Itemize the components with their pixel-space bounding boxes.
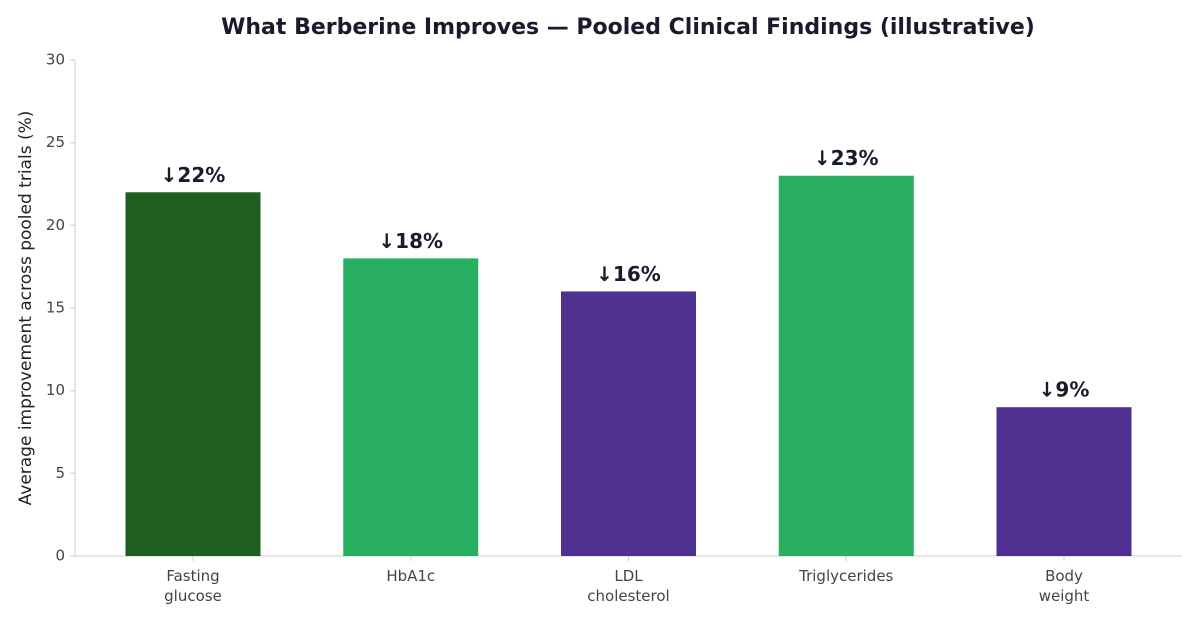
- bar: [343, 258, 479, 556]
- bar: [778, 175, 914, 556]
- bar: [561, 291, 696, 556]
- value-label: ↓22%: [161, 163, 226, 187]
- x-tick-label: Body weight: [1039, 567, 1090, 605]
- y-tick-label: 30: [46, 51, 65, 69]
- x-tick-label: HbA1c: [386, 567, 435, 585]
- y-tick-label: 20: [46, 216, 65, 234]
- x-tick-label: LDL cholesterol: [587, 567, 669, 605]
- bar: [125, 192, 261, 556]
- chart-title: What Berberine Improves — Pooled Clinica…: [221, 15, 1035, 40]
- y-axis-label: Average improvement across pooled trials…: [16, 111, 36, 506]
- x-tick-label: Triglycerides: [798, 567, 893, 585]
- y-tick-label: 15: [46, 299, 65, 317]
- value-label: ↓18%: [378, 229, 443, 253]
- value-label: ↓9%: [1039, 378, 1090, 402]
- bar: [996, 407, 1132, 556]
- y-tick-label: 5: [55, 464, 65, 482]
- x-tick-label: Fasting glucose: [164, 567, 222, 605]
- y-tick-label: 25: [46, 133, 65, 151]
- y-tick-label: 0: [55, 547, 65, 565]
- y-tick-label: 10: [46, 381, 65, 399]
- value-label: ↓23%: [814, 146, 879, 170]
- value-label: ↓16%: [596, 262, 661, 286]
